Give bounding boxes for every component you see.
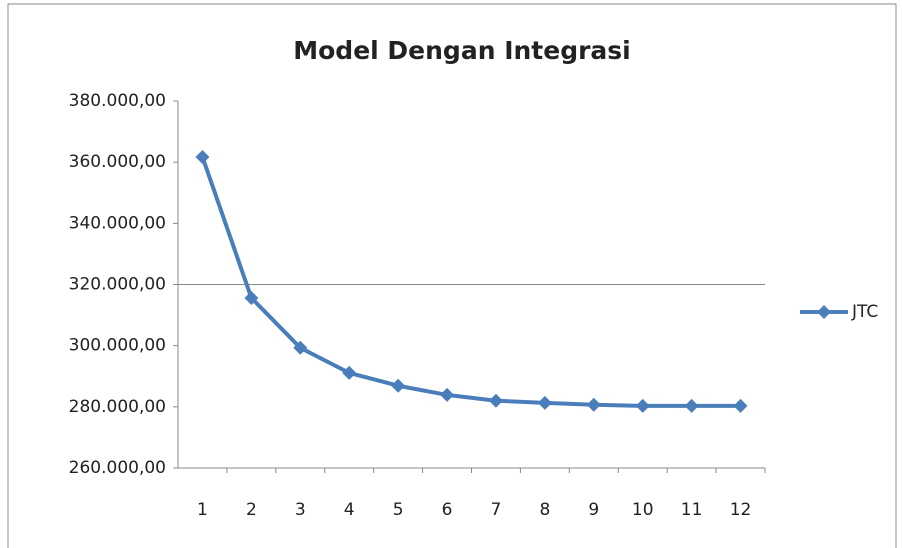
y-tick-label: 380.000,00 (69, 91, 166, 111)
point (391, 378, 406, 393)
x-tick-label: 6 (442, 500, 453, 520)
y-tick-label: 260.000,00 (69, 458, 166, 478)
y-tick-label: 320.000,00 (69, 275, 166, 295)
point (440, 387, 455, 402)
x-tick-label: 2 (246, 500, 257, 520)
x-tick-label: 9 (588, 500, 599, 520)
x-tick-label: 3 (295, 500, 306, 520)
point (244, 290, 259, 305)
point (342, 365, 357, 380)
x-tick-label: 10 (632, 500, 654, 520)
point (293, 340, 308, 355)
series-line (200, 156, 741, 408)
y-tick-label: 300.000,00 (69, 336, 166, 356)
x-tick-label: 4 (344, 500, 355, 520)
y-tick-label: 360.000,00 (69, 152, 166, 172)
x-tick-label: 5 (393, 500, 404, 520)
chart-title: Model Dengan Integrasi (293, 36, 631, 65)
x-tick-label: 1 (197, 500, 208, 520)
chart-border (7, 3, 897, 548)
legend-label: JTC (851, 302, 878, 322)
x-tick-label: 11 (681, 500, 703, 520)
y-tick-label: 340.000,00 (69, 213, 166, 233)
point (195, 149, 210, 164)
point (733, 398, 748, 413)
y-tick-label: 280.000,00 (69, 397, 166, 417)
x-tick-label: 7 (491, 500, 502, 520)
point (537, 395, 552, 410)
point (488, 393, 503, 408)
legend-marker (817, 305, 831, 319)
x-tick-label: 8 (539, 500, 550, 520)
point (586, 397, 601, 412)
x-tick-label: 12 (730, 500, 752, 520)
point (635, 398, 650, 413)
point (684, 398, 699, 413)
